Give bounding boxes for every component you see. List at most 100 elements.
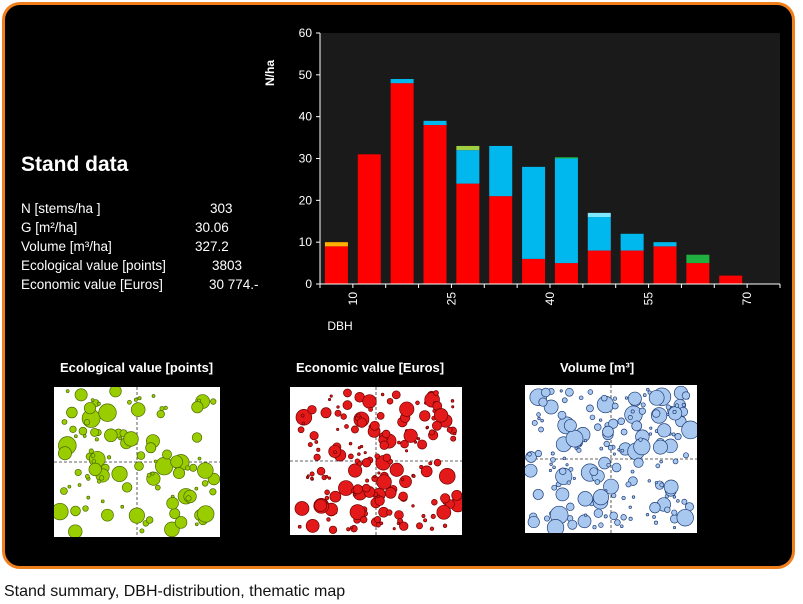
bar-segment <box>587 250 611 284</box>
tree-marker <box>84 474 90 479</box>
tree-marker <box>451 489 462 501</box>
bar-segment <box>686 263 710 284</box>
tree-marker <box>612 452 616 456</box>
tree-marker <box>451 405 455 409</box>
tree-marker <box>69 425 77 434</box>
tree-marker <box>586 404 594 413</box>
tree-marker <box>562 456 567 461</box>
bar-segment <box>554 158 578 264</box>
plot-area <box>320 33 780 284</box>
tree-marker <box>127 399 132 405</box>
tree-marker <box>541 387 551 398</box>
tree-marker <box>350 425 359 434</box>
tree-marker <box>578 395 584 401</box>
tree-marker <box>155 456 174 476</box>
tree-marker <box>527 452 532 457</box>
tree-marker <box>538 397 548 407</box>
tree-marker <box>624 396 629 400</box>
tree-marker <box>609 511 618 521</box>
tree-marker <box>433 390 439 396</box>
tree-marker <box>559 389 563 393</box>
tree-marker <box>399 521 409 531</box>
tree-marker <box>133 397 138 402</box>
tree-marker <box>359 444 364 449</box>
tree-marker <box>399 475 412 488</box>
tree-marker <box>363 451 367 455</box>
tree-marker <box>74 388 88 402</box>
tree-marker <box>90 398 95 402</box>
tree-marker <box>334 409 342 417</box>
tree-marker <box>551 484 558 491</box>
tree-marker <box>104 428 118 443</box>
tree-marker <box>136 451 146 460</box>
map-title-economic: Economic value [Euros] <box>296 360 445 375</box>
tree-marker <box>647 479 651 483</box>
tree-marker <box>329 490 342 503</box>
bar-segment <box>456 150 480 184</box>
x-tick-label: 55 <box>642 292 656 306</box>
tree-marker <box>672 458 679 465</box>
tree-marker <box>401 478 405 482</box>
tree-marker <box>329 394 333 398</box>
bar-segment <box>456 145 480 151</box>
tree-marker <box>98 403 117 422</box>
tree-marker <box>349 526 354 530</box>
tree-marker <box>416 522 423 530</box>
tree-marker <box>309 431 319 441</box>
tree-marker <box>100 499 105 504</box>
tree-marker <box>430 513 436 519</box>
y-tick-label: 50 <box>299 68 313 82</box>
tree-marker <box>436 504 452 520</box>
tree-marker <box>561 397 568 404</box>
tree-marker <box>57 446 72 461</box>
tree-marker <box>563 419 577 432</box>
tree-marker <box>98 475 105 481</box>
tree-marker <box>145 442 157 454</box>
tree-marker <box>572 476 576 480</box>
tree-marker <box>386 397 394 405</box>
tree-marker <box>307 442 313 448</box>
tree-marker <box>423 518 428 523</box>
tree-marker <box>197 462 214 479</box>
tree-marker <box>433 408 449 423</box>
tree-marker <box>587 389 594 395</box>
tree-marker <box>674 403 680 408</box>
bar-segment <box>719 275 743 284</box>
slide-caption: Stand summary, DBH-distribution, themati… <box>4 583 346 600</box>
tree-marker <box>336 405 340 409</box>
tree-marker <box>649 502 661 514</box>
tree-marker <box>297 426 305 434</box>
bar-segment <box>357 154 381 284</box>
tree-marker <box>450 435 457 442</box>
tree-marker <box>163 405 168 411</box>
tree-marker <box>555 487 570 502</box>
stat-value-volume: 327.2 <box>195 239 229 254</box>
tree-marker <box>665 404 671 410</box>
tree-marker <box>294 501 310 516</box>
tree-marker <box>416 437 421 441</box>
bar-segment <box>423 125 447 285</box>
y-tick-label: 30 <box>299 152 313 166</box>
tree-marker <box>628 505 632 509</box>
tree-marker <box>101 508 114 522</box>
tree-marker <box>365 478 370 483</box>
tree-marker <box>446 426 453 433</box>
tree-marker <box>630 409 635 414</box>
tree-marker <box>633 457 644 468</box>
tree-marker <box>83 402 97 415</box>
tree-marker <box>91 459 97 464</box>
tree-marker <box>557 410 567 420</box>
bar-segment <box>554 157 578 159</box>
tree-marker <box>648 389 665 406</box>
tree-marker <box>328 525 338 535</box>
tree-marker <box>620 448 625 453</box>
tree-marker <box>316 447 321 452</box>
tree-marker <box>324 489 330 496</box>
tree-marker <box>316 466 326 476</box>
stat-label-volume: Volume [m³/ha] <box>21 239 112 254</box>
tree-marker <box>672 495 676 499</box>
tree-marker <box>574 446 578 450</box>
tree-marker <box>589 414 596 421</box>
tree-marker <box>403 428 418 443</box>
tree-marker <box>111 465 128 483</box>
